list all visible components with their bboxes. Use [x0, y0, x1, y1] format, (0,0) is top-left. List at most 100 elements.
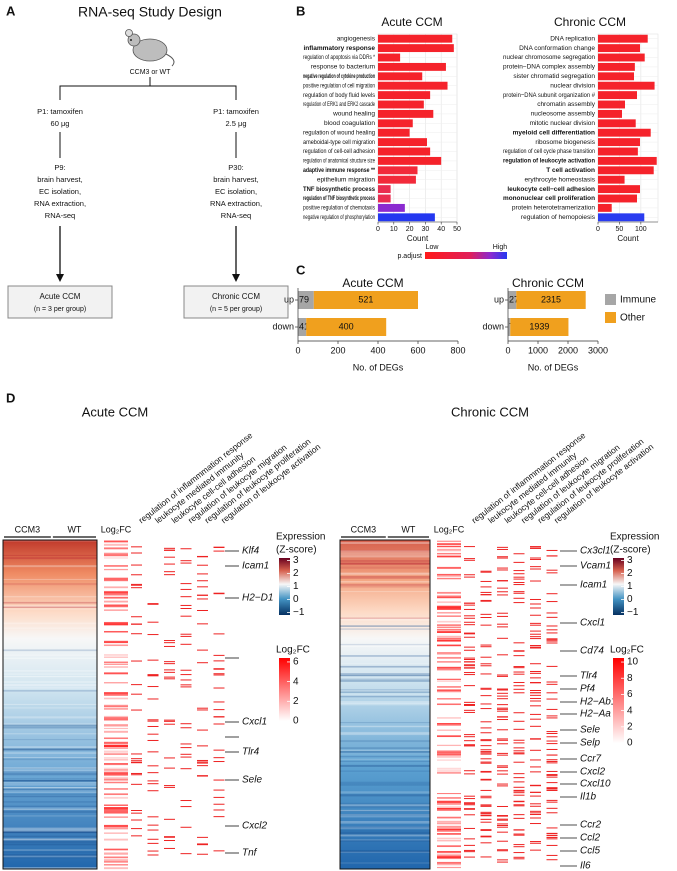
go-hit	[497, 719, 508, 721]
fc-row	[104, 741, 128, 744]
go-hit	[546, 788, 558, 790]
legend-tick-label: −1	[293, 607, 305, 618]
fc-row	[437, 797, 461, 799]
fc-row	[104, 769, 128, 771]
go-hit	[464, 745, 475, 747]
go-hit	[180, 684, 192, 686]
x-tick-label: 400	[370, 345, 385, 355]
fc-row	[104, 852, 128, 855]
plot-bg	[597, 33, 659, 223]
fc-row	[104, 644, 128, 647]
x-tick-label: 40	[437, 226, 445, 233]
go-hit	[197, 707, 208, 709]
go-hit	[497, 689, 508, 691]
go-hit	[497, 859, 508, 861]
heatmap-row	[340, 816, 430, 818]
fc-row	[104, 557, 128, 559]
group-label: WT	[67, 524, 81, 534]
gene-label: Sele	[242, 775, 262, 786]
go-hit	[513, 817, 525, 819]
x-tick-label: 800	[450, 345, 465, 355]
heatmap-row	[3, 810, 97, 813]
go-hit	[497, 556, 508, 558]
go-hit	[513, 682, 525, 684]
heatmap-row	[340, 672, 430, 675]
go-hit	[131, 761, 142, 763]
go-hit	[480, 600, 492, 602]
panel-label: C	[296, 262, 306, 277]
fc-row	[104, 596, 128, 599]
fc-row	[104, 661, 128, 663]
go-hit	[497, 739, 508, 741]
go-hit	[497, 698, 508, 700]
go-hit	[497, 785, 508, 787]
go-hit	[530, 663, 541, 665]
heatmap-row	[340, 549, 430, 552]
heatmap-row	[340, 550, 430, 552]
go-hit	[147, 603, 159, 605]
fc-row	[104, 781, 128, 784]
heatmap-row	[340, 770, 430, 772]
go-hit	[497, 546, 508, 548]
heatmap-row	[3, 554, 97, 557]
go-hit	[213, 809, 225, 811]
go-hit	[147, 603, 159, 605]
go-hit	[480, 663, 492, 665]
go-hit	[497, 823, 508, 825]
go-hit	[513, 671, 525, 673]
harvest-text: P9:	[54, 163, 65, 172]
go-hit	[147, 719, 159, 721]
go-hit	[546, 776, 558, 778]
fc-row	[437, 607, 461, 609]
x-tick-label: 1000	[528, 345, 548, 355]
heatmap-row	[340, 666, 430, 667]
go-hit	[213, 789, 225, 791]
fc-row	[104, 774, 128, 776]
fc-row	[437, 549, 461, 552]
bar	[598, 128, 651, 137]
go-hit	[464, 798, 475, 800]
go-hit	[164, 818, 175, 820]
fc-row	[104, 750, 128, 752]
legend-tick-label: 2	[627, 721, 633, 732]
heatmap-row	[3, 707, 97, 709]
go-hit	[530, 636, 541, 638]
fc-row	[104, 552, 128, 555]
heatmap-row	[3, 540, 97, 542]
go-hit	[464, 803, 475, 805]
heatmap-row	[340, 672, 430, 673]
go-hit	[530, 810, 541, 812]
go-hit	[180, 635, 192, 637]
go-hit	[131, 587, 142, 589]
legend-tick-label: 2	[627, 568, 633, 579]
go-hit	[530, 749, 541, 751]
heatmap-row	[3, 831, 97, 834]
heatmap-row	[3, 733, 97, 735]
heatmap-row	[340, 722, 430, 724]
go-hit	[513, 801, 525, 803]
bar	[598, 156, 657, 165]
go-hit	[513, 833, 525, 835]
go-hit	[213, 850, 225, 852]
heatmap-row	[3, 781, 97, 784]
fc-row	[104, 554, 128, 557]
fc-row	[104, 804, 128, 806]
go-hit	[513, 761, 525, 763]
heatmap-row	[3, 565, 97, 567]
go-hit	[164, 556, 175, 558]
go-hit	[464, 703, 475, 705]
go-hit	[546, 838, 558, 840]
fc-row	[437, 680, 461, 682]
go-hit	[530, 841, 541, 843]
heatmap-row	[340, 617, 430, 619]
category-label: erythrocyte homeostasis	[525, 176, 596, 183]
heatmap-row	[3, 758, 97, 761]
bar	[598, 100, 625, 109]
category-label: negative regulation of cytokine producti…	[303, 73, 375, 80]
go-hit	[480, 646, 492, 648]
go-hit	[147, 842, 159, 844]
fc-row	[437, 601, 461, 604]
go-hit	[530, 682, 541, 684]
go-hit	[497, 548, 508, 550]
go-hit	[546, 782, 558, 784]
